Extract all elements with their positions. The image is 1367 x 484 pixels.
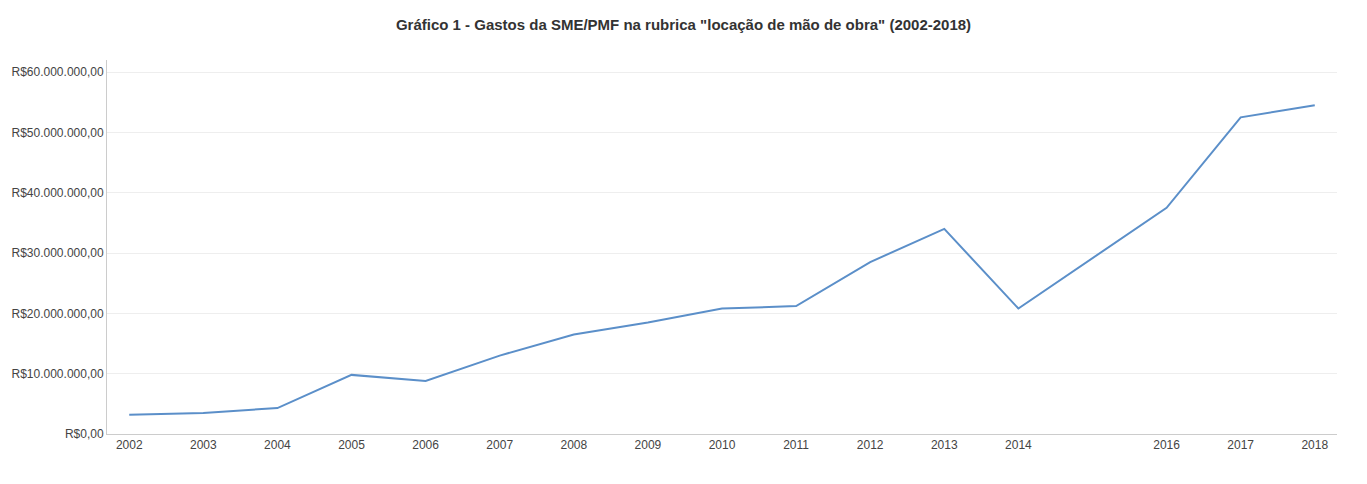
svg-text:2013: 2013 bbox=[931, 438, 958, 452]
svg-text:R$60.000.000,00: R$60.000.000,00 bbox=[12, 65, 104, 79]
svg-text:2011: 2011 bbox=[783, 438, 809, 452]
svg-text:2010: 2010 bbox=[709, 438, 736, 452]
svg-text:R$50.000.000,00: R$50.000.000,00 bbox=[12, 126, 104, 140]
svg-text:2002: 2002 bbox=[116, 438, 143, 452]
svg-text:2006: 2006 bbox=[412, 438, 439, 452]
svg-text:R$20.000.000,00: R$20.000.000,00 bbox=[12, 307, 104, 321]
svg-text:R$30.000.000,00: R$30.000.000,00 bbox=[12, 246, 104, 260]
svg-text:2003: 2003 bbox=[190, 438, 217, 452]
svg-text:2009: 2009 bbox=[635, 438, 662, 452]
svg-text:Gráfico 1 - Gastos da SME/PMF: Gráfico 1 - Gastos da SME/PMF na rubrica… bbox=[396, 16, 971, 33]
svg-text:2005: 2005 bbox=[338, 438, 365, 452]
svg-text:2004: 2004 bbox=[264, 438, 291, 452]
svg-text:2018: 2018 bbox=[1301, 438, 1328, 452]
svg-text:2014: 2014 bbox=[1005, 438, 1032, 452]
svg-text:2016: 2016 bbox=[1153, 438, 1180, 452]
svg-text:2017: 2017 bbox=[1227, 438, 1254, 452]
svg-text:R$0,00: R$0,00 bbox=[65, 427, 104, 441]
svg-text:2012: 2012 bbox=[857, 438, 884, 452]
svg-text:R$40.000.000,00: R$40.000.000,00 bbox=[12, 186, 104, 200]
svg-text:2007: 2007 bbox=[486, 438, 513, 452]
svg-text:2008: 2008 bbox=[560, 438, 587, 452]
svg-text:R$10.000.000,00: R$10.000.000,00 bbox=[12, 367, 104, 381]
